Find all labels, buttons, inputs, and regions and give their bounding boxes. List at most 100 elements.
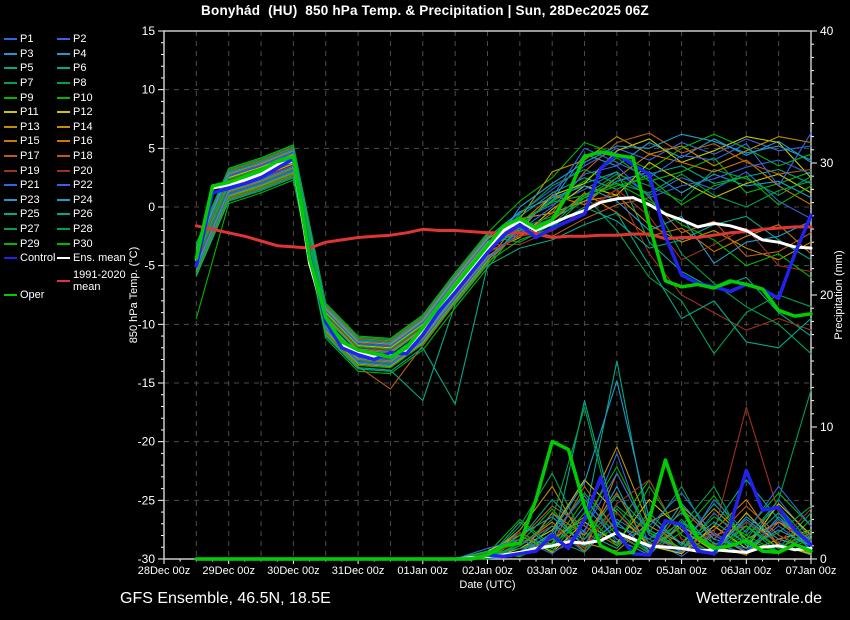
legend-swatch [57, 67, 70, 70]
legend-item-p3: P3 [4, 47, 55, 62]
legend-swatch [57, 213, 70, 216]
legend-label: Oper [20, 288, 45, 301]
ensemble-member-lines [195, 132, 812, 560]
legend-item-p14: P14 [57, 120, 126, 135]
legend-item-p4: P4 [57, 47, 126, 62]
legend-swatch [4, 155, 17, 158]
temp-tick-label: -15 [138, 376, 156, 390]
legend-label: P1 [20, 33, 34, 46]
member-temp-line-P21 [195, 159, 812, 365]
legend-label: P8 [73, 77, 87, 90]
legend-label: P2 [73, 33, 87, 46]
legend-swatch [57, 257, 70, 260]
temp-tick-label: -10 [138, 317, 156, 331]
legend-item-p5: P5 [4, 61, 55, 76]
legend-item-p28: P28 [57, 222, 126, 237]
legend-swatch [4, 242, 17, 245]
legend-label: P27 [20, 223, 40, 236]
temp-tick-label: -5 [144, 259, 155, 273]
legend-label: P28 [73, 223, 93, 236]
legend-swatch [4, 169, 17, 172]
legend-item-p9: P9 [4, 90, 55, 105]
legend-swatch [4, 38, 17, 41]
axis-labels: 15 10 5 0 -5 -10 -15 -20 -25 -30 40 30 20 10 0 28Dec 00… [128, 24, 845, 591]
x-axis-title: Date (UTC) [459, 579, 515, 591]
legend-item-p24: P24 [57, 193, 126, 208]
legend-item-p18: P18 [57, 149, 126, 164]
series-line-1991-2020-mean [194, 224, 813, 250]
legend-swatch [57, 228, 70, 231]
gridlines [164, 31, 811, 559]
legend-item-p22: P22 [57, 178, 126, 193]
legend-item-p16: P16 [57, 134, 126, 149]
legend-item-p23: P23 [4, 193, 55, 208]
legend-item-p30: P30 [57, 236, 126, 251]
legend-label: P25 [20, 208, 40, 221]
legend-swatch [57, 279, 70, 282]
date-tick-label: 02Jan 00z [462, 565, 513, 577]
legend-item-p20: P20 [57, 163, 126, 178]
legend-label: P18 [73, 150, 93, 163]
precip-tick-label: 20 [820, 288, 834, 302]
legend-label: P19 [20, 164, 40, 177]
date-tick-label: 29Dec 00z [202, 565, 255, 577]
legend-label: P26 [73, 208, 93, 221]
temp-tick-label: -20 [138, 435, 156, 449]
legend-swatch [4, 293, 17, 296]
legend-label: P30 [73, 237, 93, 250]
legend-swatch [57, 155, 70, 158]
legend-item-p27: P27 [4, 222, 55, 237]
member-temp-line-P4 [195, 171, 812, 366]
member-temp-line-P20 [195, 155, 812, 351]
legend-label: P15 [20, 135, 40, 148]
legend-item-p11: P11 [4, 105, 55, 120]
legend-label: P14 [73, 120, 93, 133]
legend-item-ens-mean: Ens. mean [57, 251, 126, 266]
legend-label: Control [20, 252, 56, 265]
legend-label: P21 [20, 179, 40, 192]
legend-item-p25: P25 [4, 207, 55, 222]
legend-label: 1991-2020 mean [73, 268, 126, 293]
date-tick-label: 04Jan 00z [592, 565, 643, 577]
legend-swatch [4, 228, 17, 231]
y-left-axis-title: 850 hPa Temp. (°C) [128, 247, 140, 344]
legend-swatch [4, 125, 17, 128]
legend-label: P9 [20, 91, 34, 104]
legend-swatch [57, 38, 70, 41]
temp-tick-label: 10 [142, 83, 156, 97]
legend-item-p15: P15 [4, 134, 55, 149]
legend-swatch [57, 125, 70, 128]
legend-item-oper: Oper [4, 288, 55, 303]
legend-item-p12: P12 [57, 105, 126, 120]
legend-swatch [57, 52, 70, 55]
temp-tick-label: 15 [142, 24, 156, 38]
legend-label: P17 [20, 150, 40, 163]
legend-label: P12 [73, 106, 93, 119]
legend-swatch [57, 184, 70, 187]
legend-item-p6: P6 [57, 61, 126, 76]
date-tick-label: 07Jan 00z [786, 565, 837, 577]
legend-label: P5 [20, 62, 34, 75]
precip-tick-label: 0 [820, 552, 827, 566]
series-line-ens-mean [194, 159, 813, 359]
legend-label: P11 [20, 106, 39, 119]
legend-label: P7 [20, 77, 34, 90]
legend-swatch [4, 184, 17, 187]
legend-swatch [4, 96, 17, 99]
precip-tick-label: 10 [820, 420, 834, 434]
legend-swatch [57, 82, 70, 85]
date-tick-label: 03Jan 00z [527, 565, 578, 577]
series-line-oper [194, 150, 813, 359]
member-temp-line-P29 [195, 173, 812, 369]
date-tick-label: 06Jan 00z [721, 565, 772, 577]
temp-tick-label: 5 [148, 141, 155, 155]
legend-label: P20 [73, 164, 93, 177]
model-info-label: GFS Ensemble, 46.5N, 18.5E [120, 590, 331, 607]
date-tick-label: 28Dec 00z [138, 565, 191, 577]
legend-swatch [57, 242, 70, 245]
legend-label: P6 [73, 62, 87, 75]
site-watermark: Wetterzentrale.de [696, 590, 822, 607]
member-temp-line-P13 [195, 172, 812, 368]
